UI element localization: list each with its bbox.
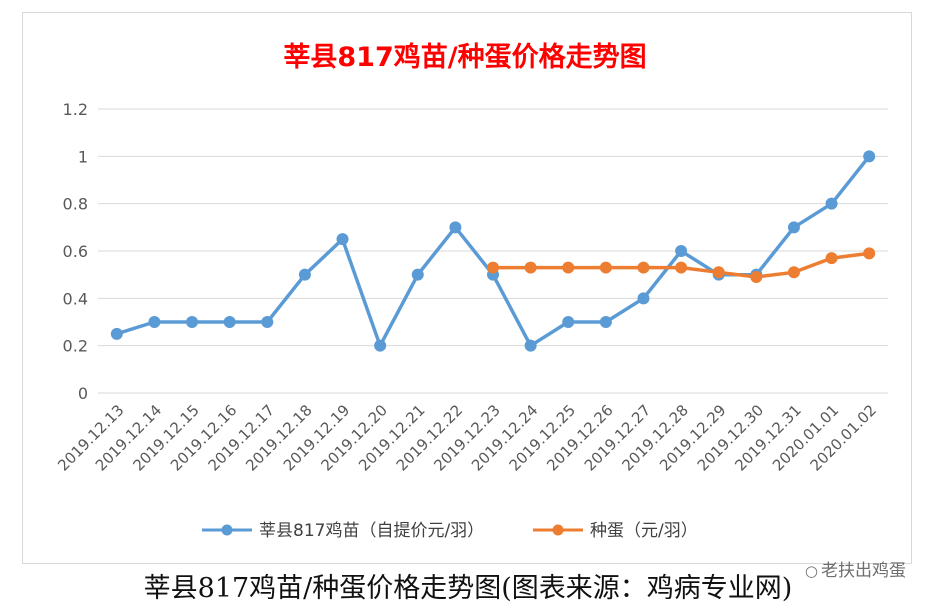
data-point — [712, 266, 725, 279]
data-point — [599, 261, 612, 274]
data-point — [825, 252, 838, 265]
data-point — [336, 233, 349, 246]
y-tick-label: 0 — [78, 384, 88, 403]
y-tick-label: 0.8 — [63, 195, 88, 214]
legend-marker-2 — [552, 524, 564, 536]
data-point — [825, 197, 838, 210]
line-chart: 莘县817鸡苗/种蛋价格走势图 0 0.2 0.4 0.6 0.8 1 1.2 2019.1… — [54, 42, 888, 541]
data-point — [863, 247, 876, 260]
series-points — [110, 150, 876, 352]
data-point — [186, 316, 199, 328]
data-point — [637, 292, 650, 305]
figure-caption: 莘县817鸡苗/种蛋价格走势图(图表来源：鸡病专业网) — [143, 573, 793, 604]
data-point — [223, 316, 236, 328]
data-point — [374, 339, 387, 352]
legend-label-2: 种蛋（元/羽） — [590, 521, 698, 541]
y-tick-label: 0.6 — [63, 242, 88, 261]
data-point — [487, 261, 499, 274]
data-point — [562, 316, 575, 328]
x-tick-labels: 2019.12.132019.12.142019.12.152019.12.16… — [54, 401, 880, 474]
data-point — [599, 316, 612, 328]
y-tick-label: 1 — [78, 147, 88, 166]
data-point — [562, 261, 575, 274]
chat-bubble-icon: ○ — [804, 562, 818, 580]
chart-title: 莘县817鸡苗/种蛋价格走势图 — [283, 42, 646, 73]
legend-marker-1 — [221, 524, 233, 536]
data-point — [298, 268, 311, 281]
data-point — [449, 221, 462, 234]
legend-label-1: 莘县817鸡苗（自提价元/羽） — [259, 521, 484, 541]
data-point — [787, 266, 800, 279]
data-point — [411, 268, 424, 281]
watermark: ○ 老扶出鸡蛋 — [805, 556, 906, 581]
data-point — [524, 261, 537, 274]
data-point — [261, 316, 274, 328]
data-point — [787, 221, 800, 234]
y-tick-label: 0.2 — [63, 337, 88, 356]
data-point — [750, 271, 763, 284]
data-point — [637, 261, 650, 274]
y-tick-labels: 0 0.2 0.4 0.6 0.8 1 1.2 — [63, 100, 88, 403]
chart-frame: 莘县817鸡苗/种蛋价格走势图 0 0.2 0.4 0.6 0.8 1 1.2 2019.1… — [22, 12, 912, 564]
data-point — [863, 150, 876, 163]
y-tick-label: 1.2 — [63, 100, 88, 119]
y-tick-label: 0.4 — [63, 289, 88, 308]
data-point — [675, 261, 688, 274]
legend: 莘县817鸡苗（自提价元/羽） 种蛋（元/羽） — [202, 521, 698, 541]
data-point — [148, 316, 161, 328]
data-point — [675, 245, 688, 257]
gridlines — [98, 108, 888, 394]
data-point — [110, 327, 123, 340]
watermark-text: 老扶出鸡蛋 — [821, 561, 906, 581]
data-point — [524, 339, 537, 352]
